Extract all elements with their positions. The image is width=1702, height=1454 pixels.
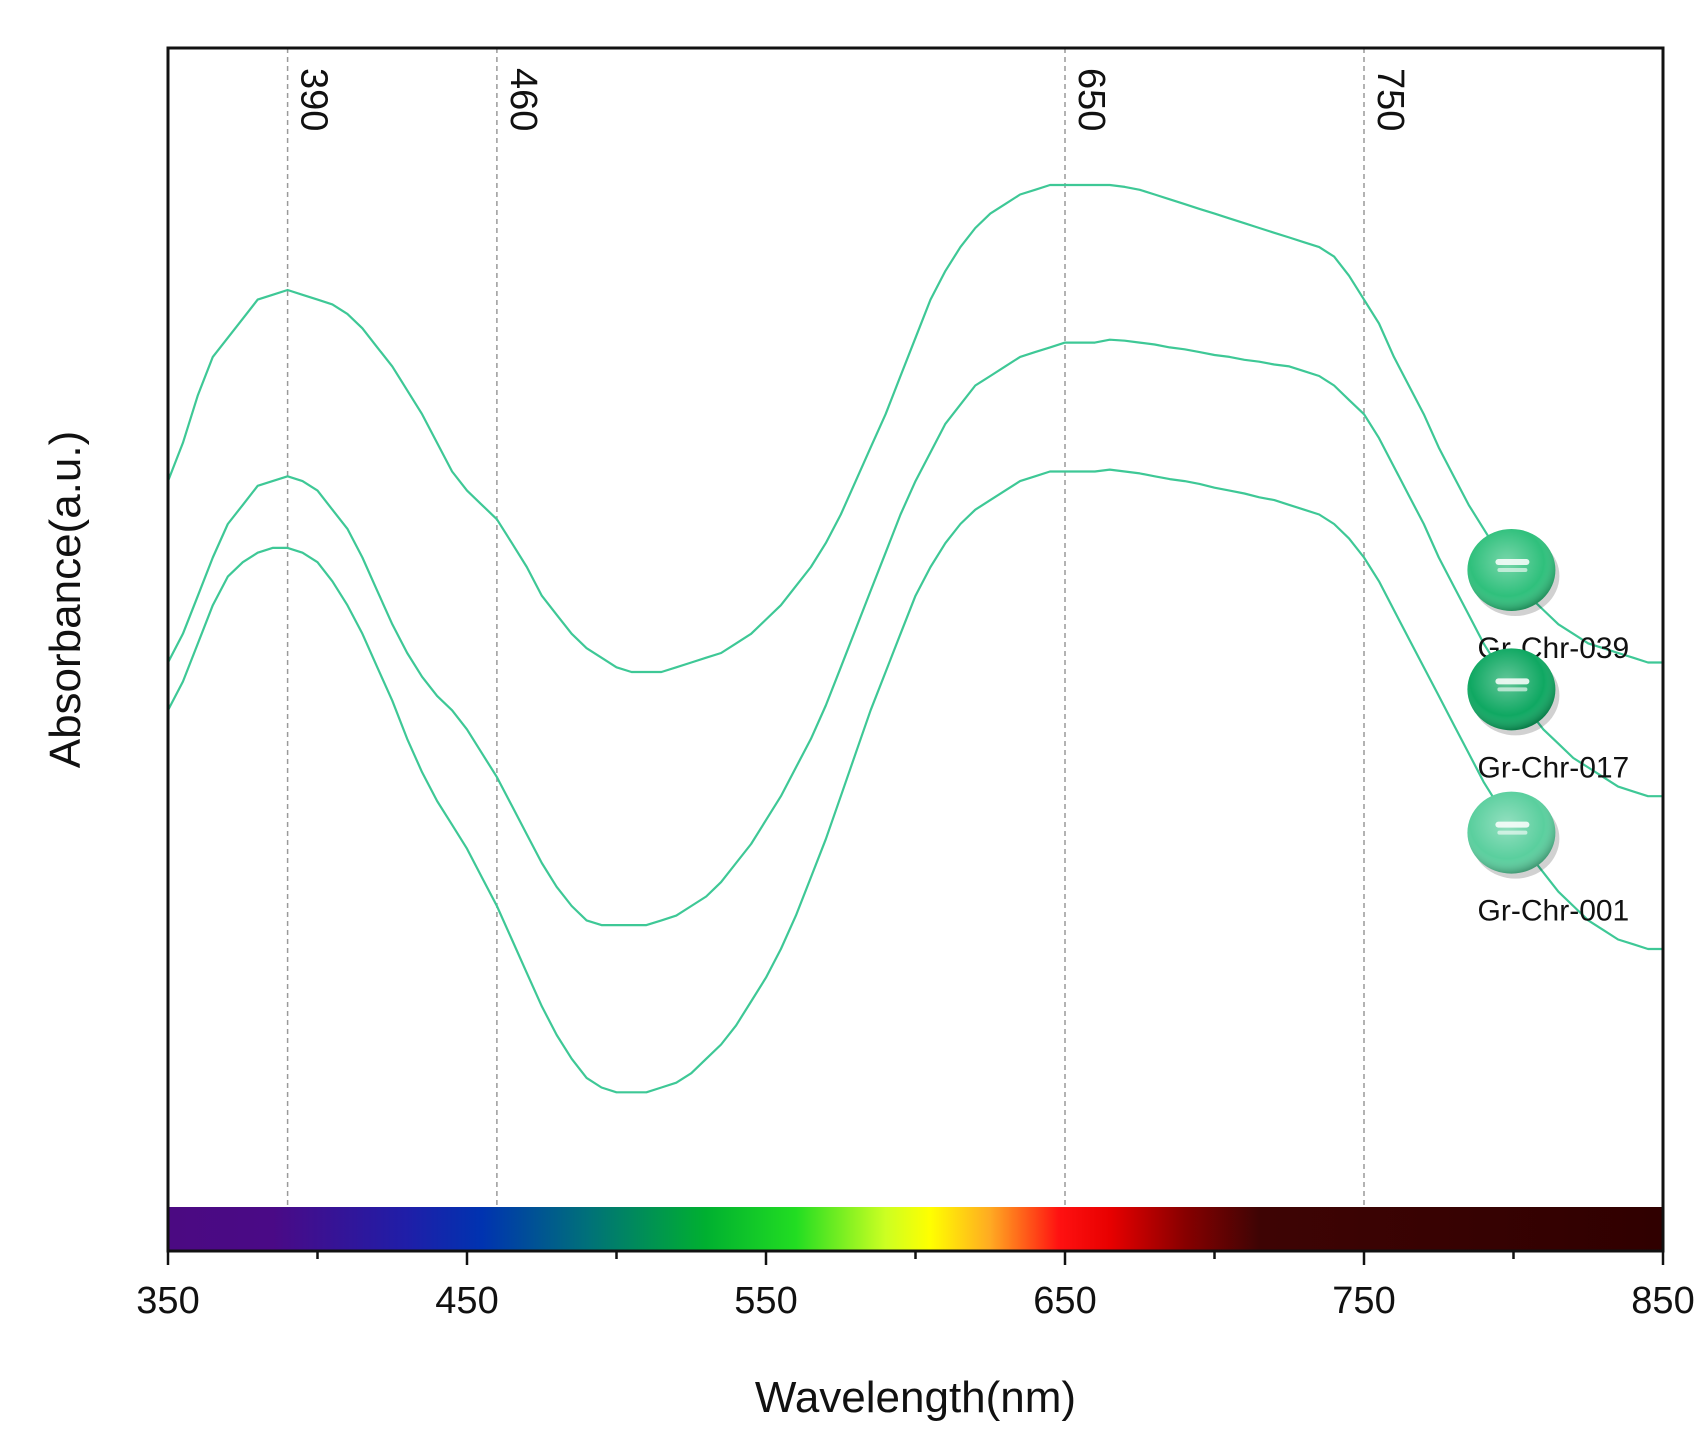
reference-line-label-460: 460 xyxy=(502,68,544,131)
x-tick-label-350: 350 xyxy=(136,1280,199,1322)
plot-frame xyxy=(166,46,1665,1253)
series-label-gr-chr-017: Gr-Chr-017 xyxy=(1478,751,1630,784)
gem-gr-chr-039: Gr-Chr-039 xyxy=(1467,528,1629,665)
x-tick-label-650: 650 xyxy=(1033,1280,1096,1322)
gem-highlight xyxy=(1495,821,1530,828)
x-tick-label-850: 850 xyxy=(1631,1280,1694,1322)
gem-layer: Gr-Chr-039 Gr-Chr-017 Gr-Chr-001 xyxy=(1467,528,1630,928)
reference-lines: 390 460 650 750 xyxy=(286,48,1411,1207)
y-axis-label: Absorbance(a.u.) xyxy=(41,431,90,769)
gem-gr-chr-001: Gr-Chr-001 xyxy=(1467,791,1630,928)
gem-highlight xyxy=(1497,567,1528,572)
x-tick-label-550: 550 xyxy=(734,1280,797,1322)
gem-highlight xyxy=(1497,830,1528,835)
x-tick-label-750: 750 xyxy=(1332,1280,1395,1322)
x-axis-ticks: 350 450 550 650 750 850 xyxy=(136,1251,1695,1322)
series-line-gr-chr-039 xyxy=(166,183,1663,674)
series-layer xyxy=(166,183,1663,1094)
reference-line-label-390: 390 xyxy=(293,68,335,131)
x-tick-label-450: 450 xyxy=(435,1280,498,1322)
gem-gr-chr-017: Gr-Chr-017 xyxy=(1467,648,1629,784)
reference-line-label-750: 750 xyxy=(1369,68,1411,131)
gem-highlight xyxy=(1497,687,1528,692)
gem-highlight xyxy=(1495,678,1530,685)
x-axis-label: Wavelength(nm) xyxy=(755,1373,1076,1422)
reference-line-label-650: 650 xyxy=(1070,68,1112,131)
series-line-gr-chr-017 xyxy=(167,338,1663,927)
gem-highlight xyxy=(1495,558,1530,565)
series-line-gr-chr-001 xyxy=(167,468,1663,1094)
series-label-gr-chr-001: Gr-Chr-001 xyxy=(1478,895,1630,928)
spectrum-color-bar xyxy=(168,1207,1663,1251)
